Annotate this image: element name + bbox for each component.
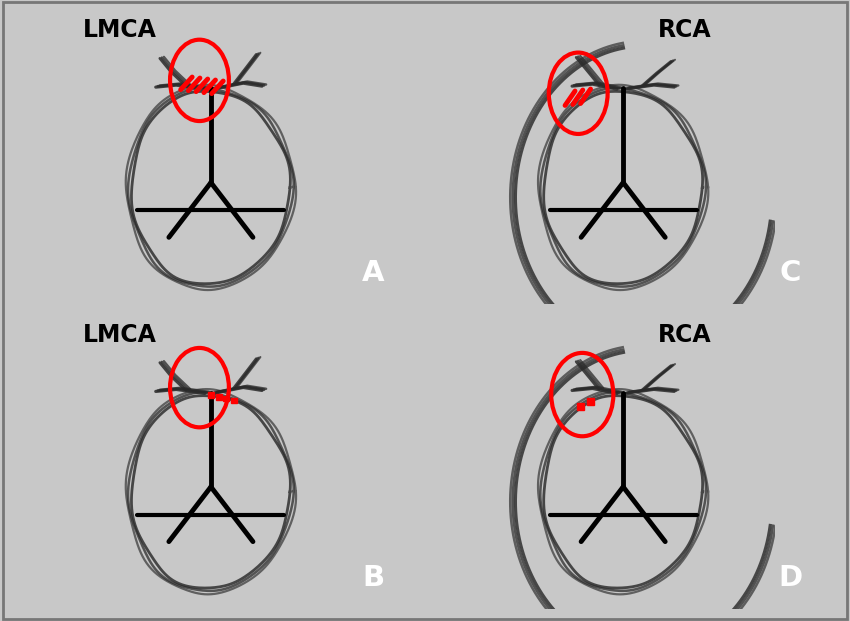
Text: A: A (362, 260, 385, 288)
Text: LMCA: LMCA (82, 18, 156, 42)
Text: C: C (779, 260, 801, 288)
Bar (587, 398, 594, 405)
Bar (577, 403, 584, 410)
Bar (208, 392, 214, 397)
Bar (216, 394, 222, 399)
Text: B: B (362, 564, 385, 592)
Text: LMCA: LMCA (82, 322, 156, 347)
Text: RCA: RCA (658, 322, 711, 347)
Bar (231, 397, 237, 404)
Text: D: D (778, 564, 802, 592)
Bar (224, 396, 230, 402)
Text: RCA: RCA (658, 18, 711, 42)
